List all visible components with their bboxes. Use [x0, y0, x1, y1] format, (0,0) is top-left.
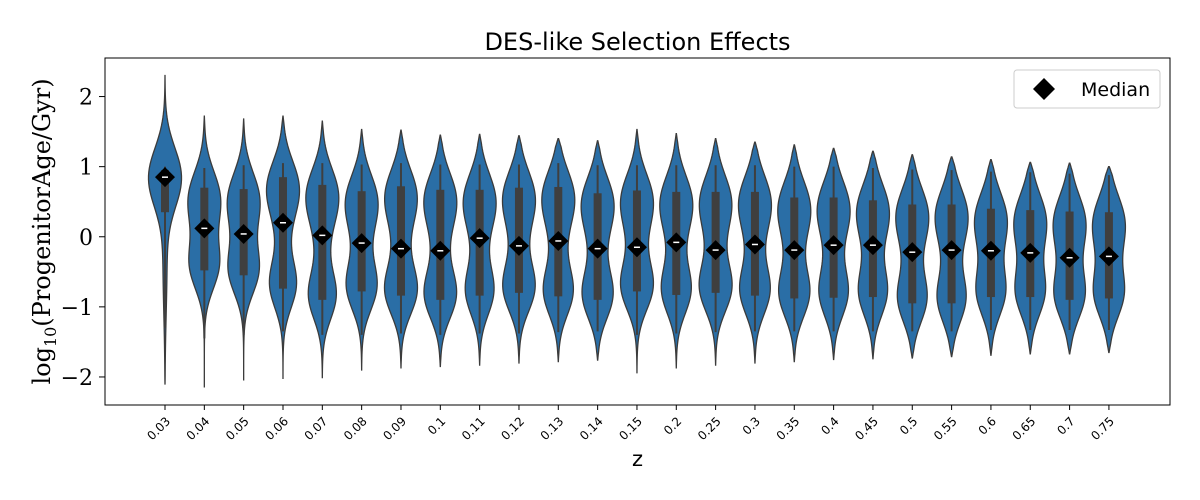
x-tick-label: 0.7 — [1054, 414, 1077, 437]
violin-group-0.25 — [698, 137, 733, 366]
x-tick-label: 0.4 — [818, 414, 841, 437]
x-tick-label: 0.6 — [976, 414, 999, 437]
x-tick-label: 0.11 — [459, 414, 488, 443]
x-tick-label: 0.04 — [184, 414, 213, 443]
plot-frame — [104, 57, 1171, 406]
x-tick-label: 0.06 — [262, 414, 291, 443]
violin-iqr-box — [161, 170, 169, 213]
y-tick-label: −1 — [61, 296, 93, 321]
violin-group-0.06 — [265, 115, 301, 380]
x-tick-label: 0.55 — [931, 414, 960, 443]
y-axis: −2 −1 0 1 2 — [61, 86, 105, 391]
x-tick-label: 0.09 — [380, 414, 409, 443]
legend-median-marker — [1033, 78, 1055, 100]
violin-group-0.35 — [777, 144, 812, 363]
x-tick-label: 0.45 — [852, 414, 881, 443]
violin-group-0.14 — [580, 140, 615, 361]
x-tick-label: 0.1 — [425, 414, 448, 437]
chart-title: DES-like Selection Effects — [484, 28, 790, 56]
violin-group-0.12 — [501, 135, 537, 364]
violin-iqr-box — [278, 177, 287, 289]
legend-label: Median — [1081, 79, 1150, 101]
x-axis: 0.03 0.04 0.05 0.06 0.07 0.08 0.09 0.1 0.11 0.12 0… — [144, 405, 1117, 443]
violin-group-0.2 — [659, 133, 694, 369]
x-tick-label: 0.12 — [498, 414, 527, 443]
violin-group-0.15 — [619, 128, 655, 374]
legend-box — [1013, 69, 1161, 109]
violin-group-0.05 — [226, 118, 261, 381]
x-tick-label: 0.35 — [774, 414, 803, 443]
x-tick-label: 0.5 — [897, 414, 920, 437]
x-tick-label: 0.2 — [661, 414, 684, 437]
x-axis-label: z — [632, 447, 643, 471]
violin-group-0.03 — [147, 74, 183, 385]
x-tick-label: 0.15 — [616, 414, 645, 443]
violins-layer — [147, 74, 1127, 388]
violin-group-0.07 — [305, 120, 340, 379]
y-tick-label: 0 — [79, 226, 93, 251]
x-tick-label: 0.65 — [1010, 414, 1039, 443]
y-tick-label: −2 — [61, 366, 93, 391]
x-tick-label: 0.3 — [740, 414, 763, 437]
violin-group-0.08 — [344, 128, 379, 371]
x-tick-label: 0.08 — [341, 414, 370, 443]
violin-group-0.6 — [973, 159, 1009, 356]
violin-group-0.5 — [895, 154, 930, 359]
y-tick-label: 2 — [79, 86, 93, 111]
y-axis-label: log10(ProgenitorAge/Gyr) — [28, 78, 60, 384]
violin-group-0.04 — [187, 115, 222, 388]
x-tick-label: 0.03 — [144, 414, 173, 443]
violin-group-0.75 — [1091, 166, 1127, 354]
x-tick-label: 0.75 — [1088, 414, 1117, 443]
violin-group-0.09 — [383, 129, 419, 369]
x-tick-label: 0.14 — [577, 414, 606, 443]
violin-group-0.11 — [462, 133, 497, 366]
violin-group-0.4 — [816, 147, 851, 361]
violin-group-0.13 — [541, 137, 576, 363]
x-tick-label: 0.25 — [695, 414, 724, 443]
violin-group-0.7 — [1052, 162, 1087, 355]
violin-group-0.55 — [934, 156, 969, 358]
y-tick-label: 1 — [79, 156, 93, 181]
x-tick-label: 0.13 — [538, 414, 567, 443]
violin-group-0.3 — [737, 141, 773, 364]
y-axis-label-text: log10(ProgenitorAge/Gyr) — [28, 78, 60, 384]
legend: Median — [1013, 69, 1161, 109]
violin-group-0.1 — [423, 134, 458, 368]
violin-group-0.65 — [1013, 161, 1048, 355]
x-tick-label: 0.07 — [302, 414, 331, 443]
x-tick-label: 0.05 — [223, 414, 252, 443]
violin-group-0.45 — [855, 150, 891, 360]
